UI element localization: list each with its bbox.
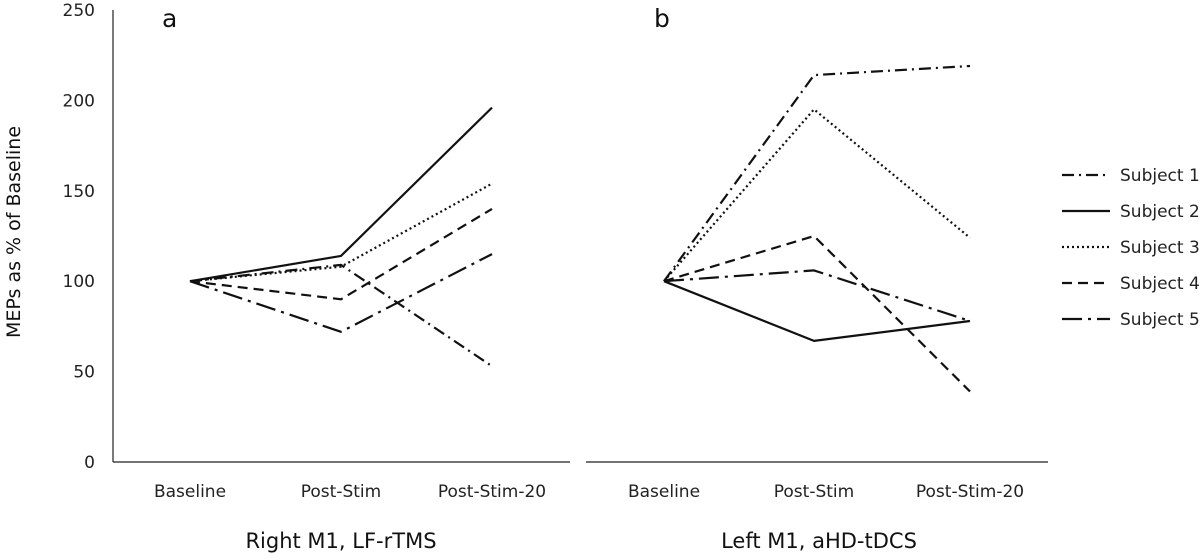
panel-a-series-4 [189, 207, 493, 301]
panel-a-x-ticks: Baseline Post-Stim Post-Stim-20 [154, 482, 546, 502]
panel-b-series-1 [663, 64, 971, 282]
legend-label: Subject 1 [1120, 166, 1200, 186]
panel-a-series-5 [189, 253, 493, 333]
panel-b-series-3 [663, 108, 971, 282]
legend: Subject 1 Subject 2 Subject 3 Subject 4 Subj… [1062, 166, 1200, 330]
y-axis-ticks: 0 50 100 150 200 250 [63, 1, 95, 473]
legend-label: Subject 4 [1120, 274, 1200, 294]
legend-label: Subject 5 [1120, 310, 1200, 330]
y-tick-label: 100 [63, 272, 95, 292]
panel-b-x-tick-label: Post-Stim [774, 482, 854, 502]
panel-a: a Baseline Post-Stim Post-Stim-20 Right M1… [112, 4, 570, 553]
legend-label: Subject 2 [1120, 202, 1200, 222]
panel-a-series-1 [189, 263, 493, 368]
y-tick-label: 0 [84, 453, 95, 473]
panel-b-x-tick-label: Baseline [628, 482, 700, 502]
y-axis-label: MEPs as % of Baseline [3, 126, 25, 338]
y-tick-label: 50 [73, 363, 95, 383]
panel-a-x-label: Right M1, LF-rTMS [245, 529, 436, 553]
y-tick-label: 150 [63, 182, 95, 202]
panel-b-x-label: Left M1, aHD-tDCS [721, 529, 917, 553]
panel-a-series-3 [189, 182, 493, 283]
panel-b-label: b [654, 4, 670, 33]
panel-b-x-ticks: Baseline Post-Stim Post-Stim-20 [628, 482, 1024, 502]
panel-b-series-4 [663, 234, 971, 393]
panel-b-series [663, 64, 971, 393]
panel-a-series-2 [189, 106, 493, 283]
panel-a-x-tick-label: Post-Stim-20 [438, 482, 546, 502]
panel-a-x-tick-label: Post-Stim [301, 482, 381, 502]
y-tick-label: 250 [63, 1, 95, 21]
panel-a-label: a [162, 4, 177, 33]
panel-b-series-5 [663, 269, 971, 323]
panel-b: b Baseline Post-Stim Post-Stim-20 Left M1,… [586, 4, 1048, 553]
panel-b-x-tick-label: Post-Stim-20 [916, 482, 1024, 502]
panel-b-series-2 [663, 280, 971, 342]
legend-label: Subject 3 [1120, 238, 1200, 258]
y-tick-label: 200 [63, 91, 95, 111]
panel-a-series [189, 106, 493, 368]
panel-a-x-tick-label: Baseline [154, 482, 226, 502]
